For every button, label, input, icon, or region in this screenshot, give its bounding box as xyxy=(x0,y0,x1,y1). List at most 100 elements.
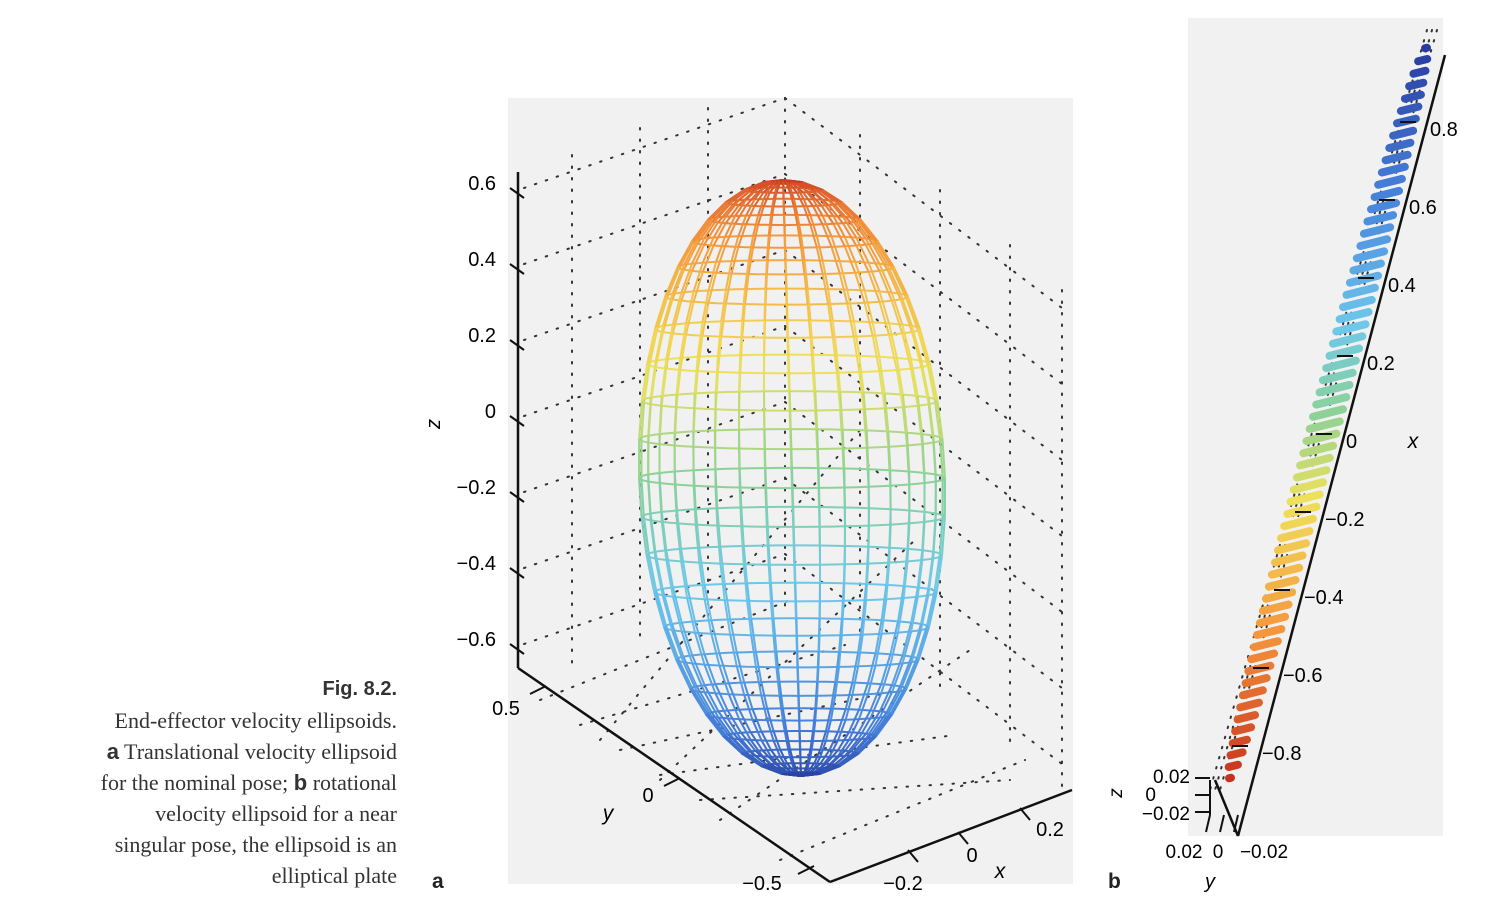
panel-b-x-axis xyxy=(1209,54,1447,837)
ellipsoid-meridian xyxy=(703,691,720,718)
panel-b-x-tick: 0.8 xyxy=(1430,119,1458,141)
ellipsoid-meridian xyxy=(658,395,663,435)
ellipsoid-meridian xyxy=(865,716,881,740)
ellipsoid-meridian xyxy=(829,695,837,721)
ellipsoid-meridian xyxy=(920,594,930,631)
ellipsoid-meridian xyxy=(870,715,888,739)
ellipsoid-meridian xyxy=(813,762,827,774)
grid-line xyxy=(784,325,1063,537)
ellipsoid-meridian xyxy=(785,180,792,189)
ellipsoid-meridian xyxy=(820,199,835,217)
ellipsoid-meridian xyxy=(661,594,673,631)
ellipsoid-meridian xyxy=(695,685,713,713)
ellipsoid-meridian xyxy=(785,183,792,194)
ellipsoid-meridian xyxy=(719,546,726,585)
ellipsoid-meridian xyxy=(712,222,727,246)
ellipsoid-meridian xyxy=(941,516,946,556)
ellipsoid-meridian xyxy=(737,215,747,237)
ellipsoid-meridian xyxy=(809,224,818,248)
ellipsoid-meridian xyxy=(891,663,904,693)
ellipsoid-meridian xyxy=(792,198,799,216)
ellipsoid-meridian xyxy=(886,264,902,295)
ellipsoid-meridian xyxy=(692,393,696,432)
ellipsoid-meridian xyxy=(654,558,664,596)
ellipsoid-meridian xyxy=(763,288,767,321)
ellipsoid-meridian xyxy=(744,260,750,290)
ellipsoid-meridian xyxy=(666,265,681,296)
ellipsoid-meridian xyxy=(809,214,818,237)
ellipsoid-meridian xyxy=(730,236,740,262)
ellipsoid-meridian xyxy=(703,684,720,712)
ellipsoid-meridian xyxy=(917,626,930,660)
ellipsoid-meridian xyxy=(916,625,928,659)
ellipsoid-meridian xyxy=(772,730,782,751)
ellipsoid-meridian xyxy=(640,516,648,556)
grid-line xyxy=(719,649,971,821)
ellipsoid-meridian xyxy=(846,303,855,337)
panel-a-z-tick: −0.2 xyxy=(457,477,496,499)
ellipsoid-meridian xyxy=(748,750,767,766)
panel-b-z-tick: 0 xyxy=(1145,785,1156,806)
ellipsoid-meridian xyxy=(820,764,840,775)
ellipsoid-meridian xyxy=(809,740,814,758)
ellipsoid-meridian xyxy=(806,304,812,338)
panel-a-z-tick: 0.2 xyxy=(468,325,496,347)
ellipsoid-meridian xyxy=(741,289,746,321)
ellipsoid-meridian xyxy=(910,368,919,406)
grid-line xyxy=(619,689,901,751)
ellipsoid-meridian xyxy=(880,664,892,694)
ellipsoid-meridian xyxy=(899,298,913,333)
ellipsoid-meridian xyxy=(638,400,643,440)
grid-line xyxy=(784,477,1063,689)
ellipsoid-meridian xyxy=(916,395,924,435)
ellipsoid-meridian xyxy=(808,191,823,207)
ellipsoid-meridian xyxy=(848,718,860,741)
panel-b-x-ticks: 0.8 0.6 0.4 0.2 0 −0.2 −0.4 −0.6 −0.8 xyxy=(1232,119,1458,765)
ellipsoid-meridian xyxy=(888,323,898,359)
ellipsoid-meridian xyxy=(916,550,924,588)
ellipsoid-meridian xyxy=(806,756,812,769)
ellipsoid-meridian xyxy=(809,337,815,374)
plate-segment xyxy=(1385,138,1415,152)
ellipsoid-meridian xyxy=(857,736,876,755)
ellipsoid-meridian xyxy=(772,618,778,652)
ellipsoid-meridian xyxy=(910,596,919,632)
ellipsoid-meridian xyxy=(772,187,778,200)
ellipsoid-meridian xyxy=(862,409,868,448)
plate-segment xyxy=(1414,55,1432,66)
ellipsoid-meridian xyxy=(673,394,678,433)
ellipsoid-meridian xyxy=(706,712,726,736)
ellipsoid-meridian xyxy=(810,762,822,774)
ellipsoid-meridian xyxy=(692,218,710,242)
ellipsoid-meridian xyxy=(752,180,769,190)
ellipsoid-meridian xyxy=(928,363,939,402)
ellipsoid-meridian xyxy=(676,510,683,550)
ellipsoid-meridian xyxy=(696,322,704,357)
ellipsoid-meridian xyxy=(917,327,929,363)
ellipsoid-meridian xyxy=(835,372,842,411)
ellipsoid-meridian xyxy=(830,750,846,765)
ellipsoid-meridian xyxy=(746,583,753,619)
ellipsoid-meridian xyxy=(680,561,689,599)
ellipsoid-meridian xyxy=(812,708,817,732)
ellipsoid-meridian xyxy=(846,289,855,322)
ellipsoid-meridian xyxy=(824,719,832,742)
ellipsoid-meridian xyxy=(770,206,775,226)
ellipsoid-meridian xyxy=(786,762,795,773)
ellipsoid-meridian xyxy=(678,240,695,267)
ellipsoid-meridian xyxy=(754,750,771,765)
ellipsoid-meridian xyxy=(858,693,869,720)
ellipsoid-meridian xyxy=(842,216,858,239)
ellipsoid-meridian xyxy=(665,333,674,369)
panel-a-x-ticks: −0.2 0 0.2 x xyxy=(883,807,1064,895)
plate-segment xyxy=(1377,162,1409,177)
ellipsoid-meridian xyxy=(814,391,819,430)
ellipsoid-meridian xyxy=(901,631,913,664)
ellipsoid-meridian xyxy=(716,321,723,356)
plate-segment xyxy=(1231,723,1256,736)
ellipsoid-meridian xyxy=(767,214,772,236)
ellipsoid-meridian xyxy=(928,591,938,628)
plate-segment xyxy=(1318,368,1357,385)
plate-segment xyxy=(1332,320,1370,336)
ellipsoid-meridian xyxy=(717,203,734,224)
